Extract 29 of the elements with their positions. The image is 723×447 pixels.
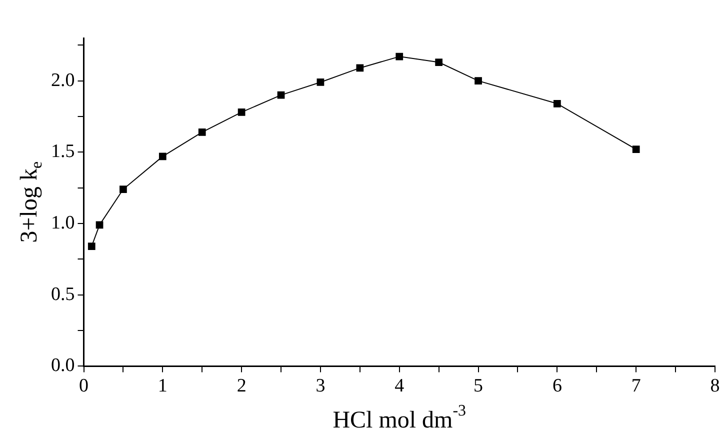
- y-axis-title: 3+log ke: [16, 161, 46, 243]
- x-tick-label: 0: [79, 376, 88, 397]
- y-tick-label: 1.5: [51, 141, 75, 162]
- point: [316, 78, 324, 86]
- x-tick-label: 8: [710, 376, 720, 397]
- point: [356, 64, 364, 72]
- x-tick-label: 3: [316, 376, 326, 397]
- point: [632, 146, 640, 153]
- point: [435, 58, 443, 66]
- point: [396, 52, 404, 60]
- point: [198, 128, 206, 136]
- x-tick-label: 1: [158, 376, 168, 397]
- y-tick-label: 2.0: [51, 70, 75, 91]
- point: [474, 77, 482, 84]
- x-tick-label: 2: [236, 376, 246, 397]
- point: [238, 108, 246, 116]
- y-tick-label: 0.0: [51, 355, 75, 376]
- x-tick-label: 7: [631, 376, 641, 397]
- point: [120, 186, 127, 193]
- point: [88, 242, 96, 250]
- point: [158, 152, 166, 160]
- y-tick-label: 0.5: [51, 284, 75, 305]
- point: [554, 100, 561, 108]
- point: [96, 221, 104, 229]
- point: [277, 91, 285, 99]
- x-tick-label: 4: [394, 376, 405, 397]
- x-tick-label: 6: [552, 376, 562, 397]
- y-tick-label: 1.0: [51, 212, 75, 234]
- x-tick-label: 5: [474, 376, 484, 397]
